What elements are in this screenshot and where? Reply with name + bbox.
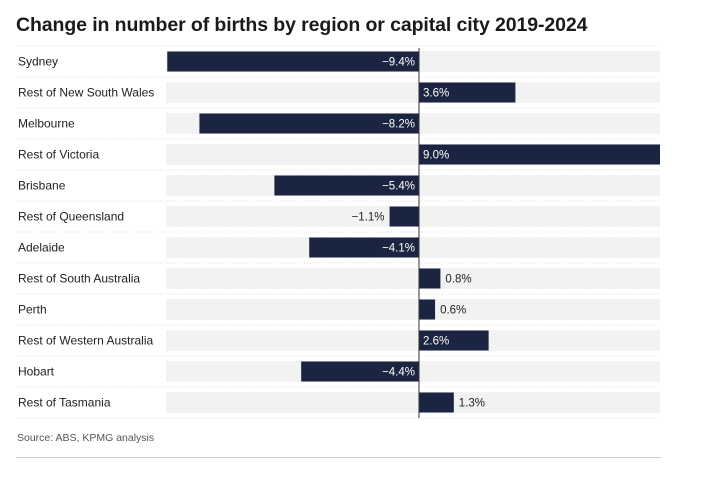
source-note: Source: ABS, KPMG analysis (17, 432, 155, 444)
category-label: Melbourne (18, 117, 75, 131)
footer-divider (16, 457, 661, 458)
chart-title: Change in number of births by region or … (16, 14, 588, 36)
bar (419, 392, 454, 413)
bar (301, 361, 419, 382)
category-label: Sydney (18, 55, 58, 69)
category-label: Brisbane (18, 179, 66, 193)
bar (419, 299, 436, 320)
category-label: Rest of Victoria (18, 148, 99, 162)
category-label: Rest of Queensland (18, 210, 124, 224)
row-band (166, 268, 660, 289)
value-label: −1.1% (352, 212, 385, 224)
value-label: 2.6% (423, 336, 449, 348)
bar (419, 330, 489, 351)
category-label: Rest of Western Australia (18, 334, 153, 348)
bar (274, 175, 419, 196)
bar (419, 144, 660, 165)
bar (167, 51, 419, 72)
row-band (166, 330, 660, 351)
category-label: Hobart (18, 365, 55, 379)
value-label: −4.4% (382, 367, 415, 379)
row-band (166, 392, 660, 413)
category-label: Rest of New South Wales (18, 86, 154, 100)
value-label: −9.4% (382, 57, 415, 69)
value-label: 0.8% (445, 274, 471, 286)
value-label: −5.4% (382, 181, 415, 193)
row-band (166, 299, 660, 320)
bar (199, 113, 419, 134)
value-label: 0.6% (440, 305, 466, 317)
category-label: Rest of South Australia (18, 272, 140, 286)
bar (419, 268, 441, 289)
category-label: Adelaide (18, 241, 65, 255)
bar (309, 237, 419, 258)
bar (389, 206, 419, 227)
bar (419, 82, 516, 103)
value-label: −4.1% (382, 243, 415, 255)
value-label: 1.3% (459, 398, 485, 410)
category-label: Rest of Tasmania (18, 396, 111, 410)
row-band (166, 82, 660, 103)
value-label: 3.6% (423, 88, 449, 100)
value-label: −8.2% (382, 119, 415, 131)
value-label: 9.0% (423, 150, 449, 162)
bar-chart: Sydney −9.4% Rest of New South Wales 3.6% Me… (16, 45, 660, 419)
category-label: Perth (18, 303, 47, 317)
